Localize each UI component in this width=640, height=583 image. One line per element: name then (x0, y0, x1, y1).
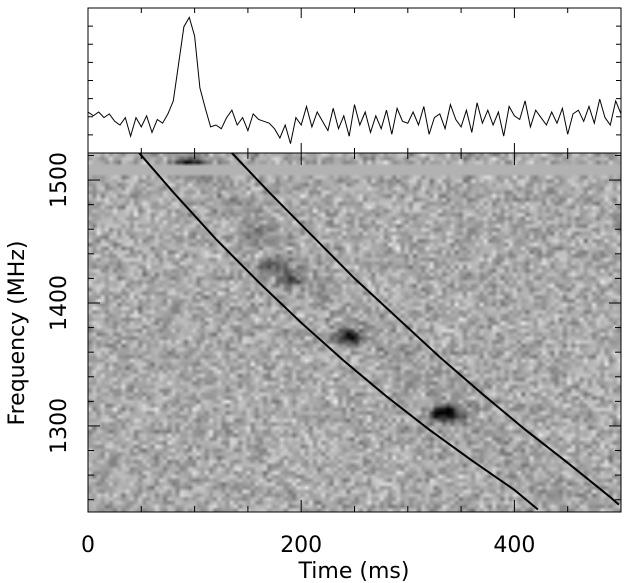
dispersion-curve-2 (231, 152, 620, 506)
spectrum-ticks (87, 153, 622, 512)
y-axis-label: Frequency (MHz) (5, 241, 30, 426)
dispersion-curve-1 (138, 152, 539, 511)
pulse-profile-panel (87, 7, 622, 154)
profile-frame (87, 7, 622, 154)
dispersion-curves (138, 152, 620, 511)
pulse-profile-line (87, 16, 622, 144)
x-tick-label: 400 (493, 533, 535, 558)
dynamic-spectrum-panel: 0 200 400 1300 1400 1500 Time (ms) Frequency … (5, 152, 622, 583)
tick-labels: 0 200 400 1300 1400 1500 (47, 152, 535, 558)
x-axis-label: Time (ms) (298, 559, 410, 583)
x-tick-label: 0 (81, 533, 95, 558)
y-tick-label: 1400 (47, 275, 72, 331)
x-tick-label: 200 (280, 533, 322, 558)
y-tick-label: 1500 (47, 152, 72, 208)
dynamic-spectrum-image (88, 153, 621, 512)
y-tick-label: 1300 (47, 398, 72, 454)
